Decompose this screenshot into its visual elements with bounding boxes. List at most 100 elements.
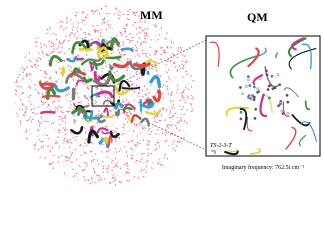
water-molecule <box>151 68 154 70</box>
inset-ribbon <box>228 148 238 153</box>
water-molecule <box>87 102 90 105</box>
water-molecule <box>79 101 82 104</box>
water-molecule <box>171 53 174 55</box>
water-molecule <box>181 60 184 63</box>
water-molecule <box>147 154 150 157</box>
water-molecule <box>73 121 76 124</box>
water-molecule <box>84 179 86 182</box>
water-molecule <box>54 142 57 145</box>
water-molecule <box>50 163 53 165</box>
water-molecule <box>19 79 22 82</box>
water-molecule <box>90 176 93 179</box>
water-molecule <box>141 52 145 55</box>
water-molecule <box>74 175 76 178</box>
water-molecule <box>29 74 32 76</box>
inset-ribbon <box>300 121 318 142</box>
water-molecule <box>69 150 72 153</box>
water-molecule <box>191 94 193 97</box>
protein-ribbon <box>71 41 87 54</box>
protein-ribbon <box>72 102 90 109</box>
water-molecule <box>46 80 49 83</box>
water-molecule <box>31 118 34 121</box>
protein-ribbon <box>87 39 94 47</box>
water-molecule <box>114 164 117 167</box>
water-molecule <box>30 109 33 111</box>
water-molecule <box>86 84 89 87</box>
water-molecule <box>61 21 64 23</box>
water-molecule <box>35 113 38 115</box>
water-molecule <box>127 38 130 41</box>
water-molecule <box>165 84 167 87</box>
protein-ribbon <box>66 55 78 63</box>
water-molecule <box>106 170 109 173</box>
water-molecule <box>186 83 189 86</box>
water-molecule <box>28 73 31 75</box>
water-molecule <box>139 17 141 20</box>
protein-ribbon <box>145 108 162 116</box>
water-molecule <box>168 76 170 79</box>
water-molecule <box>178 121 180 124</box>
water-molecule <box>114 176 116 179</box>
water-molecule <box>83 23 86 26</box>
water-molecule <box>140 42 142 45</box>
water-molecule <box>124 111 128 113</box>
inset-ribbon <box>287 37 307 58</box>
water-molecule <box>58 131 61 134</box>
protein-ribbon <box>122 106 133 111</box>
water-molecule <box>28 118 31 121</box>
water-molecule <box>165 80 168 82</box>
water-molecule <box>20 93 22 96</box>
water-molecule <box>98 179 100 182</box>
protein-ribbon <box>156 89 162 96</box>
water-molecule <box>103 16 106 19</box>
protein <box>38 37 162 149</box>
water-molecule <box>186 124 189 127</box>
water-molecule <box>65 159 67 162</box>
water-molecule <box>119 106 122 109</box>
protein-ribbon <box>101 130 111 135</box>
water-molecule <box>100 89 103 92</box>
water-molecule <box>176 140 179 143</box>
water-molecule <box>66 19 68 22</box>
water-molecule <box>77 54 80 57</box>
water-molecule <box>104 126 107 128</box>
water-molecule <box>50 40 53 43</box>
protein-ribbon <box>114 109 121 117</box>
water-molecule <box>155 24 157 27</box>
water-molecule <box>122 83 124 86</box>
water-molecule <box>173 54 175 57</box>
water-molecule <box>164 37 166 40</box>
water-molecule <box>106 156 109 159</box>
protein-ribbon <box>40 82 55 87</box>
water-molecule <box>121 134 124 136</box>
water-molecule <box>55 38 58 41</box>
water-molecule <box>19 86 22 88</box>
water-molecule <box>136 54 139 56</box>
water-molecule <box>131 139 134 142</box>
water-molecule <box>65 94 67 97</box>
water-molecule <box>70 131 72 134</box>
water-molecule <box>144 28 146 31</box>
water-molecule <box>120 181 123 184</box>
water-molecule <box>118 82 120 85</box>
water-molecule <box>156 129 159 131</box>
water-molecule <box>134 14 137 17</box>
water-molecule <box>170 38 172 41</box>
protein-ribbon <box>102 99 114 105</box>
water-molecule <box>146 148 149 150</box>
inset-atom <box>244 85 248 88</box>
water-molecule <box>100 7 103 10</box>
protein-ribbon <box>42 94 61 99</box>
water-molecule <box>116 70 119 73</box>
water-molecule <box>167 144 170 147</box>
water-molecule <box>53 154 56 156</box>
water-molecule <box>141 157 143 160</box>
water-molecule <box>119 45 121 48</box>
water-molecule <box>45 106 48 109</box>
water-molecule <box>126 180 129 182</box>
water-molecule <box>57 51 60 54</box>
water-molecule <box>185 121 188 124</box>
inset-ribbon <box>301 43 312 70</box>
inset-atom <box>246 75 250 78</box>
water-molecule <box>137 101 140 104</box>
